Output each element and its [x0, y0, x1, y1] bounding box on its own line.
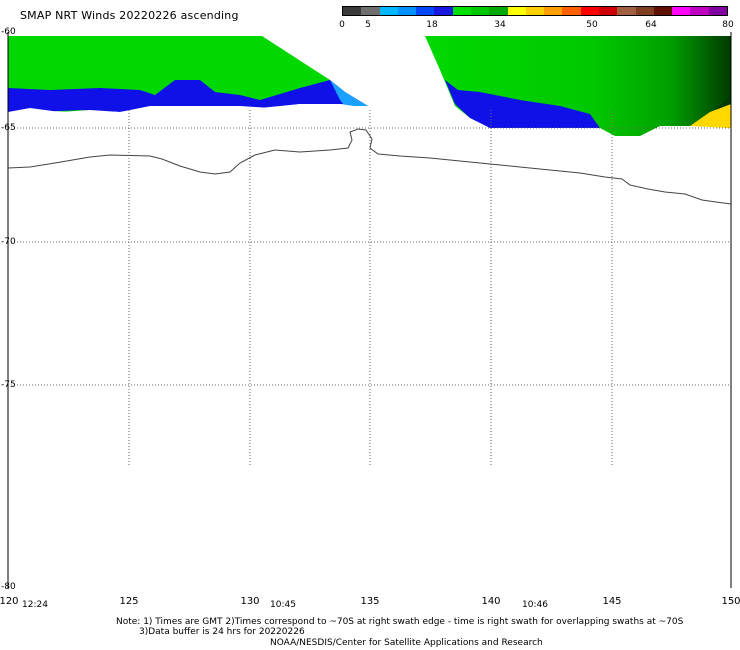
- colorbar-segment: [343, 7, 362, 15]
- colorbar-segment: [617, 7, 636, 15]
- colorbar-segment: [672, 7, 691, 15]
- footer-note: Note: 1) Times are GMT 2)Times correspon…: [116, 617, 684, 627]
- right-swath-blue: [445, 80, 600, 128]
- colorbar-segment: [397, 7, 417, 15]
- colorbar-tick-label: 34: [494, 20, 506, 30]
- longitude-label: 140: [481, 596, 501, 607]
- colorbar-tick-label: 50: [586, 20, 598, 30]
- swath-time-label: 12:24: [22, 600, 48, 610]
- colorbar-segment: [635, 7, 654, 15]
- footer-credit: NOAA/NESDIS/Center for Satellite Applica…: [270, 638, 543, 648]
- colorbar-segment: [653, 7, 673, 15]
- left-swath-white-edge: [8, 104, 368, 120]
- colorbar-segment: [434, 7, 453, 15]
- swath-time-label: 10:46: [522, 600, 548, 610]
- longitude-label: 145: [602, 596, 622, 607]
- colorbar-segment: [525, 7, 545, 15]
- colorbar-segment: [489, 7, 508, 15]
- colorbar-segment: [452, 7, 471, 15]
- antarctic-coastline: [7, 128, 732, 205]
- latitude-label: -70: [1, 237, 16, 247]
- colorbar-tick-label: 18: [426, 20, 438, 30]
- colorbar-segment: [361, 7, 380, 15]
- longitude-label: 120: [0, 596, 19, 607]
- colorbar-segment: [507, 7, 526, 15]
- colorbar-tick-label: 0: [339, 20, 345, 30]
- left-swath-lightblue: [330, 80, 368, 106]
- colorbar-segment: [416, 7, 435, 15]
- left-swath-blue: [8, 80, 368, 114]
- colorbar-tick-label: 5: [365, 20, 371, 30]
- colorbar-segment: [562, 7, 581, 15]
- colorbar-segment: [580, 7, 599, 15]
- right-swath-dark-core: [715, 95, 731, 110]
- left-wind-swath: [8, 36, 368, 120]
- colorbar-segment: [544, 7, 563, 15]
- colorbar-segment: [598, 7, 618, 15]
- colorbar-segment: [690, 7, 709, 15]
- footer-note-buffer: 3)Data buffer is 24 hrs for 20220226: [139, 627, 305, 637]
- graticule: [8, 110, 731, 465]
- swath-time-label: 10:45: [270, 600, 296, 610]
- longitude-label: 130: [240, 596, 260, 607]
- colorbar-tick-label: 80: [722, 20, 734, 30]
- longitude-label: 125: [119, 596, 139, 607]
- longitude-label: 150: [721, 596, 740, 607]
- latitude-label: -65: [1, 123, 16, 133]
- colorbar-segment: [470, 7, 490, 15]
- latitude-label: -75: [1, 380, 16, 390]
- latitude-label: -80: [1, 582, 16, 592]
- latitude-label: -60: [1, 27, 16, 37]
- right-swath-yellow: [690, 104, 731, 128]
- colorbar-segment: [708, 7, 727, 15]
- longitude-label: 135: [360, 596, 380, 607]
- colorbar-tick-labels: 0 5 18 34 50 64 80: [339, 20, 734, 32]
- wind-speed-colorbar: [342, 6, 728, 16]
- chart-title: SMAP NRT Winds 20220226 ascending: [20, 9, 239, 22]
- map-frame: [7, 32, 732, 588]
- colorbar-segment: [379, 7, 398, 15]
- colorbar-tick-label: 64: [645, 20, 657, 30]
- right-wind-swath: [425, 36, 731, 136]
